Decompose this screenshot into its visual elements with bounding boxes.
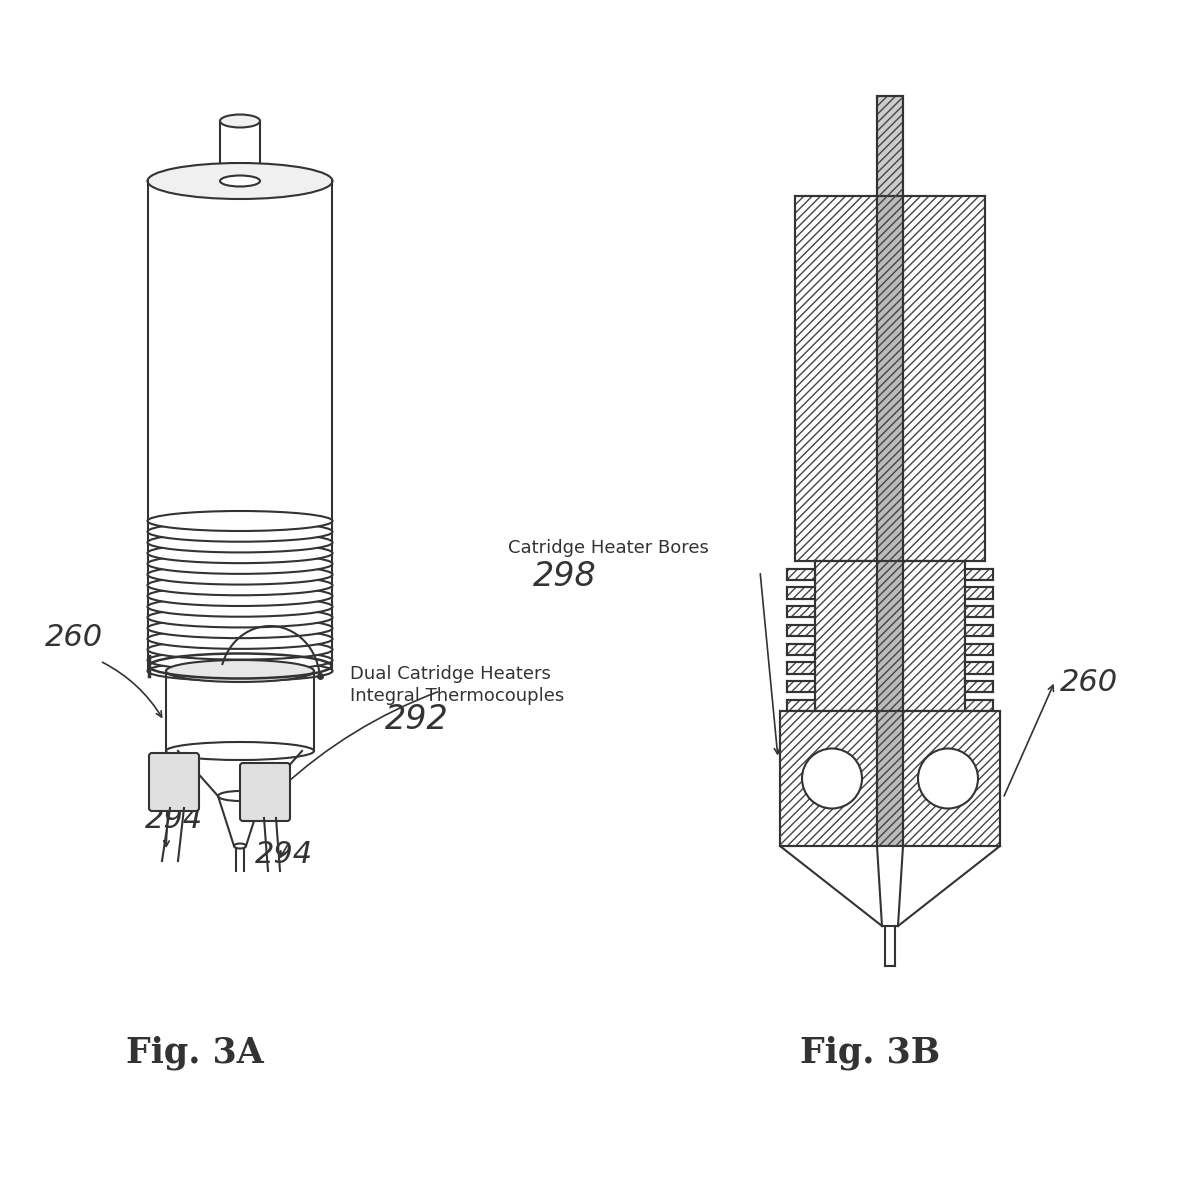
Bar — [903, 196, 985, 561]
Ellipse shape — [148, 543, 332, 563]
Bar — [877, 561, 903, 711]
Ellipse shape — [148, 575, 332, 595]
Bar — [965, 568, 992, 580]
Ellipse shape — [166, 660, 314, 681]
Text: Fig. 3A: Fig. 3A — [126, 1036, 263, 1070]
Bar — [965, 606, 992, 618]
Bar — [787, 700, 814, 711]
Bar — [903, 561, 965, 711]
Bar — [903, 561, 965, 711]
Bar — [965, 681, 992, 692]
Bar — [903, 711, 1000, 846]
Bar — [787, 587, 814, 599]
Ellipse shape — [148, 586, 332, 606]
Bar — [965, 606, 992, 618]
Bar — [877, 96, 903, 196]
Bar — [965, 587, 992, 599]
Bar — [965, 700, 992, 711]
Text: 260: 260 — [1060, 668, 1118, 697]
Ellipse shape — [218, 791, 262, 801]
Bar — [965, 700, 992, 711]
Ellipse shape — [220, 115, 260, 128]
Bar — [787, 587, 814, 599]
Bar — [965, 568, 992, 580]
Circle shape — [918, 749, 978, 809]
Bar — [814, 561, 877, 711]
Bar — [787, 700, 814, 711]
Text: Catridge Heater Bores: Catridge Heater Bores — [508, 539, 709, 557]
Bar — [787, 644, 814, 654]
Bar — [877, 196, 903, 561]
Bar — [965, 644, 992, 654]
Bar — [787, 568, 814, 580]
Text: 294: 294 — [146, 805, 203, 834]
Bar — [780, 711, 877, 846]
Bar — [787, 681, 814, 692]
Bar — [787, 663, 814, 673]
Text: 260: 260 — [45, 624, 103, 652]
Bar — [787, 625, 814, 637]
Bar — [795, 196, 877, 561]
Bar — [965, 625, 992, 637]
Text: 292: 292 — [385, 703, 449, 736]
Text: Integral Thermocouples: Integral Thermocouples — [350, 687, 564, 705]
Ellipse shape — [148, 565, 332, 585]
FancyBboxPatch shape — [241, 763, 290, 821]
Ellipse shape — [148, 554, 332, 574]
Text: 298: 298 — [533, 560, 597, 593]
Bar — [877, 711, 903, 846]
Bar — [877, 196, 903, 561]
Bar — [787, 625, 814, 637]
Bar — [903, 196, 985, 561]
Bar — [780, 711, 877, 846]
Bar — [965, 663, 992, 673]
Ellipse shape — [148, 661, 332, 681]
Ellipse shape — [148, 163, 332, 200]
Ellipse shape — [148, 640, 332, 659]
Bar — [965, 663, 992, 673]
Circle shape — [802, 749, 863, 809]
Bar — [787, 681, 814, 692]
Ellipse shape — [148, 533, 332, 553]
Ellipse shape — [148, 628, 332, 648]
Bar — [965, 625, 992, 637]
Text: 294: 294 — [255, 840, 313, 869]
Bar — [903, 711, 1000, 846]
Bar — [877, 711, 903, 846]
Ellipse shape — [148, 596, 332, 616]
Ellipse shape — [148, 651, 332, 671]
Bar — [965, 644, 992, 654]
Bar — [877, 561, 903, 711]
Bar — [787, 568, 814, 580]
Ellipse shape — [148, 618, 332, 638]
Bar — [814, 561, 877, 711]
Ellipse shape — [148, 522, 332, 542]
Bar — [787, 606, 814, 618]
FancyBboxPatch shape — [149, 753, 198, 811]
Ellipse shape — [166, 742, 314, 761]
Ellipse shape — [235, 843, 245, 848]
Bar — [787, 644, 814, 654]
Bar — [965, 587, 992, 599]
Bar — [965, 681, 992, 692]
Text: Fig. 3B: Fig. 3B — [800, 1036, 940, 1070]
Ellipse shape — [220, 176, 260, 187]
Ellipse shape — [148, 607, 332, 627]
Ellipse shape — [148, 511, 332, 531]
Text: Dual Catridge Heaters: Dual Catridge Heaters — [350, 665, 551, 683]
Bar — [877, 96, 903, 196]
Bar — [787, 606, 814, 618]
Bar — [795, 196, 877, 561]
Bar — [787, 663, 814, 673]
